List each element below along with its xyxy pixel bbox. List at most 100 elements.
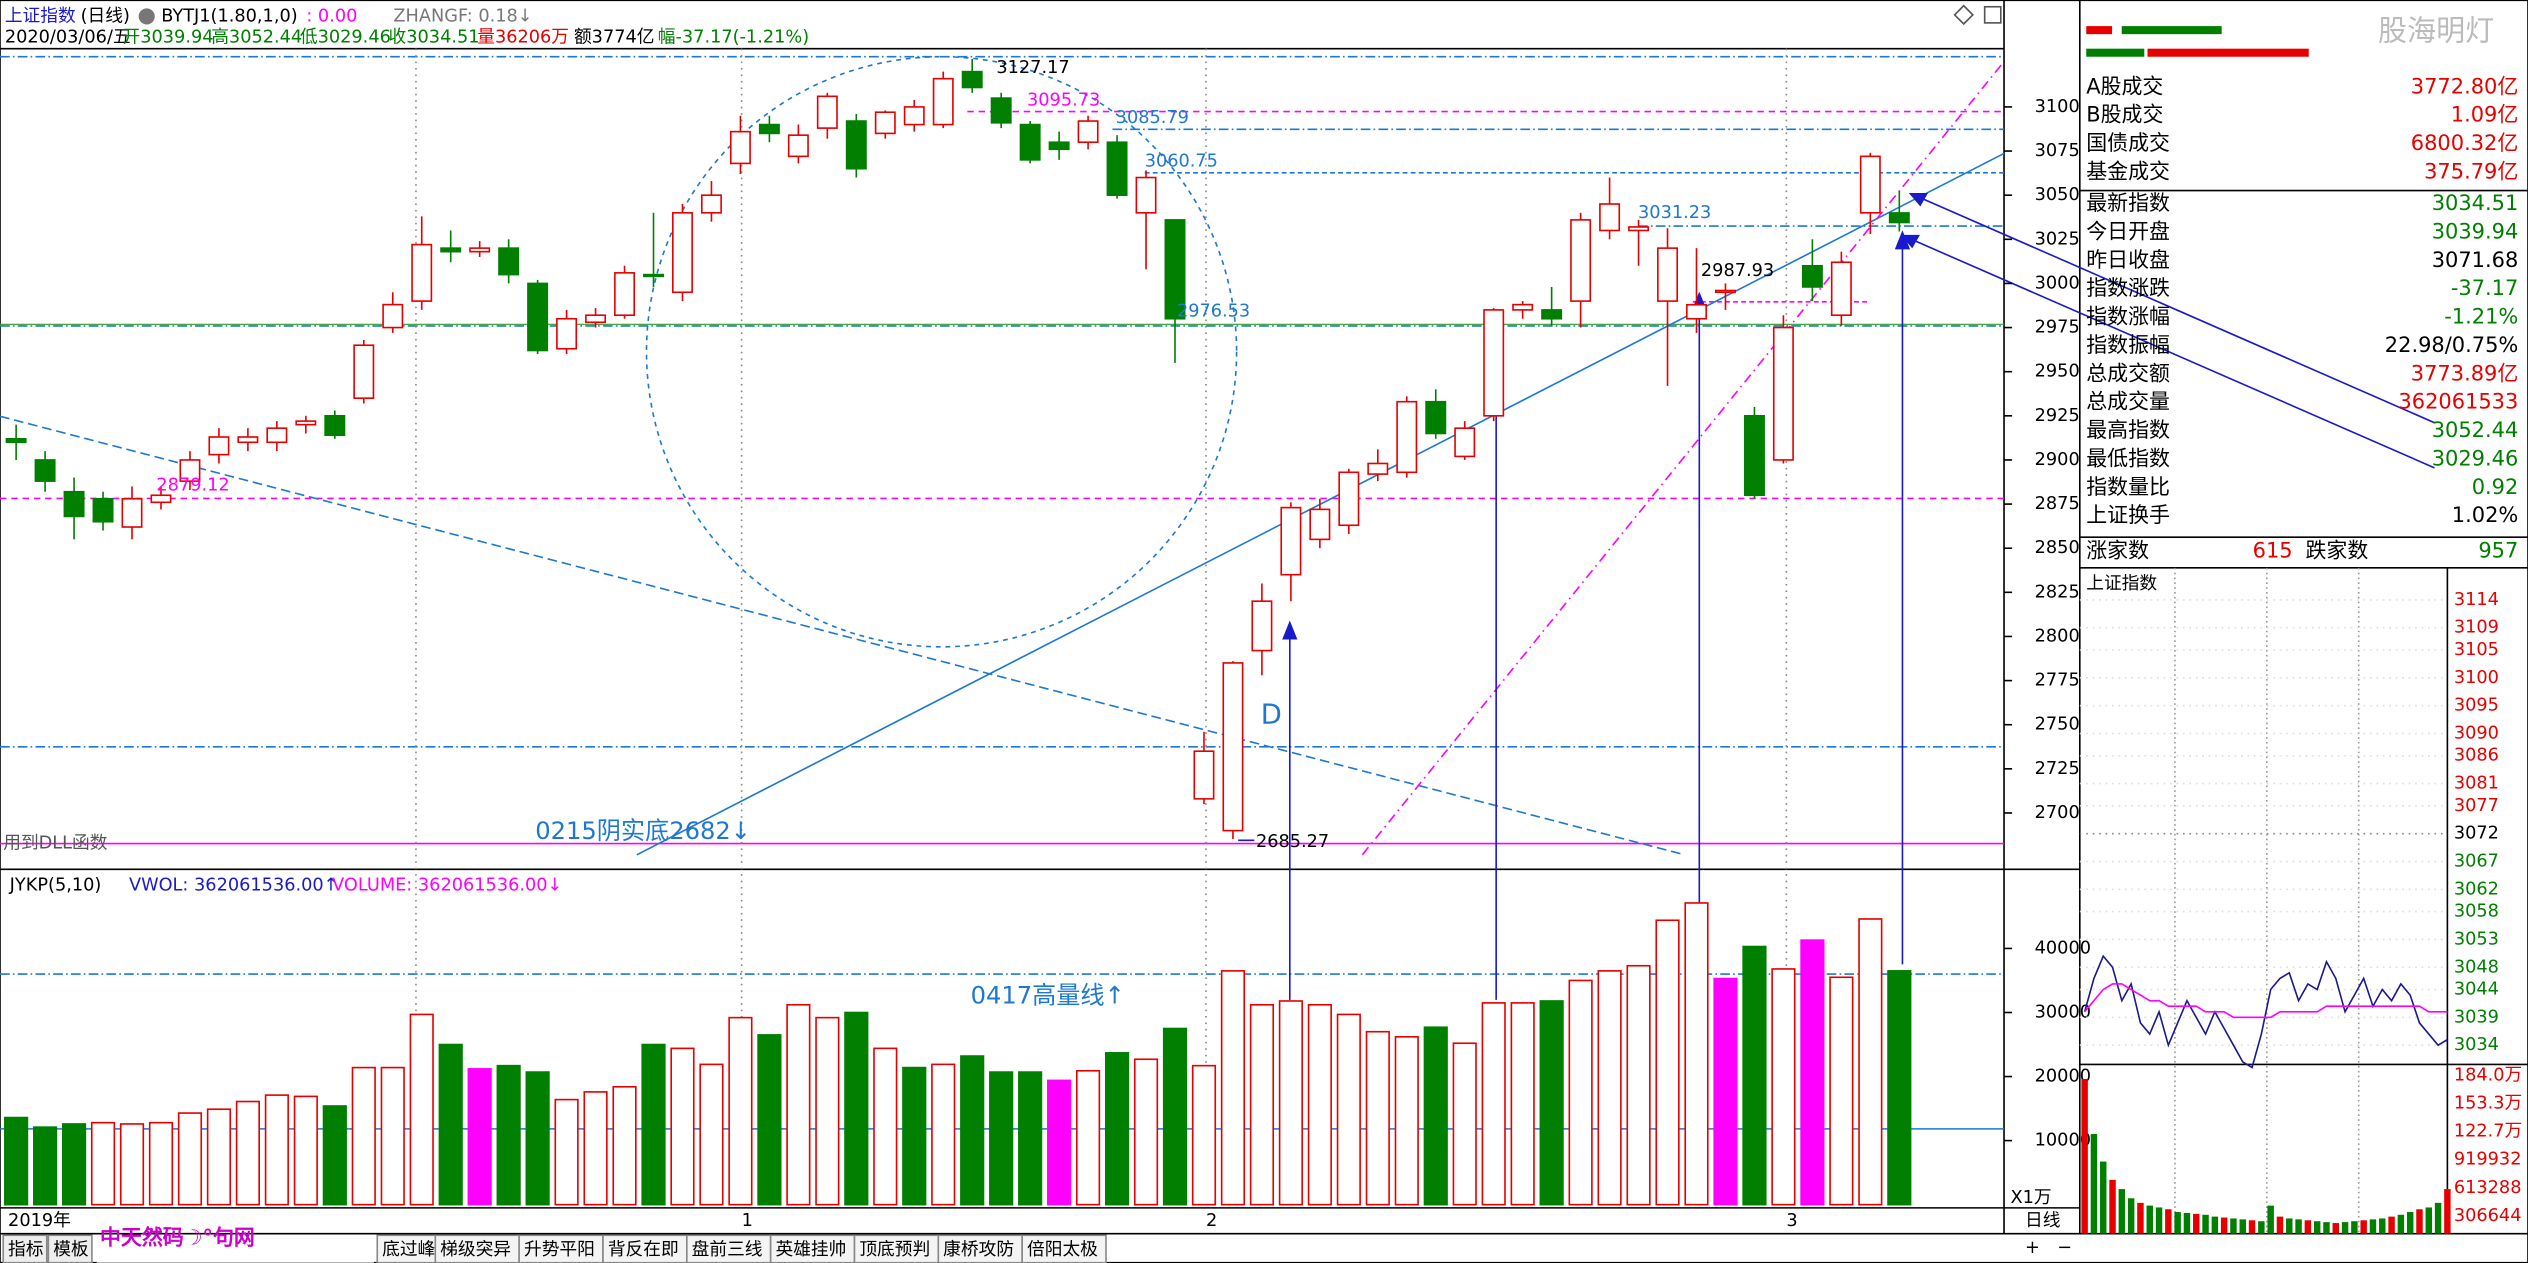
quote-value: -1.21% bbox=[2444, 305, 2518, 329]
intraday-volume bbox=[2406, 1212, 2414, 1234]
volume-bar bbox=[322, 1105, 347, 1206]
quote-label: 总成交额 bbox=[2086, 361, 2170, 385]
quote-value: 22.98/0.75% bbox=[2385, 333, 2519, 357]
candle-body bbox=[758, 123, 780, 135]
intraday-volume bbox=[2165, 1209, 2172, 1234]
formula-label[interactable]: 英雄挂帅 bbox=[775, 1239, 846, 1260]
y-tick-label: 3044 bbox=[2454, 980, 2499, 1000]
y-tick-label: 3086 bbox=[2454, 746, 2499, 766]
x-label: 2019年 bbox=[8, 1210, 71, 1231]
y-tick-label: 2975 bbox=[2035, 318, 2080, 338]
volume-bar bbox=[1829, 976, 1854, 1206]
maximize-button[interactable] bbox=[1983, 5, 2002, 24]
annotation: 3060.75 bbox=[1145, 152, 1218, 172]
candle-body bbox=[208, 436, 230, 456]
formula-label[interactable]: 背反在即 bbox=[608, 1239, 679, 1260]
diamond-button[interactable] bbox=[1953, 4, 1974, 26]
candle-body bbox=[1048, 141, 1070, 151]
vol-tick-label: 613288 bbox=[2454, 1178, 2522, 1198]
annotation: 3031.23 bbox=[1638, 203, 1711, 223]
zoom-out[interactable]: − bbox=[2057, 1238, 2072, 1258]
formula-button[interactable] bbox=[376, 1234, 437, 1263]
candle-body bbox=[1077, 120, 1099, 144]
candle-body bbox=[614, 272, 636, 317]
quote-label: 指数振幅 bbox=[2086, 333, 2170, 357]
intraday-volume bbox=[2183, 1212, 2191, 1234]
volume-bar bbox=[1423, 1026, 1448, 1206]
y-tick-label: 2750 bbox=[2035, 715, 2080, 735]
intraday-volume bbox=[2202, 1214, 2209, 1234]
candle-body bbox=[266, 427, 288, 444]
formula-label[interactable]: 顶底预判 bbox=[859, 1239, 930, 1260]
volume-bar bbox=[1336, 1013, 1361, 1206]
amount: 额3774亿 bbox=[574, 26, 655, 47]
vol-tick-label: 184.0万 bbox=[2454, 1065, 2522, 1085]
formula-label[interactable]: 盘前三线 bbox=[692, 1239, 763, 1260]
candle-body bbox=[1830, 261, 1852, 317]
quote-value: 3071.68 bbox=[2432, 248, 2519, 272]
high: 高3052.44 bbox=[211, 26, 302, 47]
candle-body bbox=[469, 247, 491, 253]
bar bbox=[2086, 48, 2145, 57]
quote-value: 3039.94 bbox=[2432, 219, 2519, 243]
bar bbox=[2086, 26, 2113, 35]
candle-body bbox=[121, 497, 143, 528]
intraday-volume bbox=[2211, 1216, 2219, 1234]
formula-label[interactable]: 梯级突异 bbox=[440, 1239, 511, 1260]
volume-bar bbox=[206, 1108, 232, 1206]
candle-body bbox=[1570, 219, 1592, 302]
close: 收3034.51 bbox=[389, 26, 480, 47]
quote-value: 362061533 bbox=[2398, 390, 2518, 414]
volume-bar bbox=[235, 1100, 260, 1206]
candle-body bbox=[816, 95, 838, 129]
volume-bar bbox=[757, 1034, 782, 1206]
candle-body bbox=[295, 420, 317, 426]
formula-button[interactable] bbox=[1021, 1234, 1107, 1263]
volume-bar bbox=[1539, 1000, 1564, 1206]
annotation: 3095.73 bbox=[1027, 90, 1100, 110]
quote-value: 3034.51 bbox=[2432, 191, 2519, 215]
logo[interactable]: 中天然码☽°句网 bbox=[100, 1226, 255, 1250]
volume-bar bbox=[33, 1126, 58, 1206]
candle-body bbox=[92, 497, 114, 523]
volume-bar bbox=[1075, 1069, 1101, 1206]
y-tick-label: 3105 bbox=[2454, 640, 2499, 660]
x-label: 2 bbox=[1206, 1211, 1217, 1231]
candle-body bbox=[990, 97, 1012, 124]
vol-legend: VWOL: 362061536.00↑ bbox=[129, 875, 339, 895]
zoom-in[interactable]: + bbox=[2025, 1238, 2040, 1258]
candle-body bbox=[1106, 141, 1128, 196]
candle-body bbox=[1541, 309, 1563, 320]
vol-tick-label: 919932 bbox=[2454, 1150, 2522, 1170]
formula-button[interactable] bbox=[769, 1234, 856, 1263]
date: 2020/03/06/五 bbox=[5, 27, 131, 47]
candle-body bbox=[1714, 289, 1736, 294]
frame bbox=[0, 0, 2528, 1235]
formula-label[interactable]: 倍阳太极 bbox=[1027, 1239, 1098, 1260]
quote-value: 1.09亿 bbox=[2451, 103, 2519, 127]
intraday-volume bbox=[2416, 1209, 2423, 1234]
volume-bar bbox=[786, 1004, 811, 1206]
quote-value: 3052.44 bbox=[2432, 418, 2519, 442]
volume-bar bbox=[844, 1011, 869, 1206]
breadth-up: 615 bbox=[2253, 539, 2293, 563]
intraday-volume bbox=[2248, 1220, 2256, 1234]
tab-label[interactable]: 模板 bbox=[53, 1239, 89, 1260]
annotation: D bbox=[1261, 700, 1282, 731]
candle-body bbox=[1193, 750, 1215, 800]
formula-label[interactable]: 底过峰 bbox=[382, 1239, 435, 1260]
quote-label: 总成交量 bbox=[2086, 390, 2170, 414]
annotation: 3085.79 bbox=[1116, 108, 1189, 128]
formula-label[interactable]: 升势平阳 bbox=[524, 1239, 595, 1260]
right-tab[interactable]: 日线 bbox=[2025, 1210, 2061, 1231]
quote-value: 1.02% bbox=[2452, 503, 2519, 527]
settings-icon[interactable] bbox=[138, 8, 155, 25]
volume-bar bbox=[1684, 902, 1709, 1206]
formula-label[interactable]: 康桥攻防 bbox=[943, 1239, 1014, 1260]
tab-label[interactable]: 指标 bbox=[8, 1239, 43, 1260]
candle-body bbox=[150, 494, 172, 504]
bar bbox=[2121, 26, 2222, 35]
candle-body bbox=[585, 314, 607, 324]
intraday-volume bbox=[2239, 1219, 2246, 1234]
tab[interactable] bbox=[47, 1234, 93, 1263]
